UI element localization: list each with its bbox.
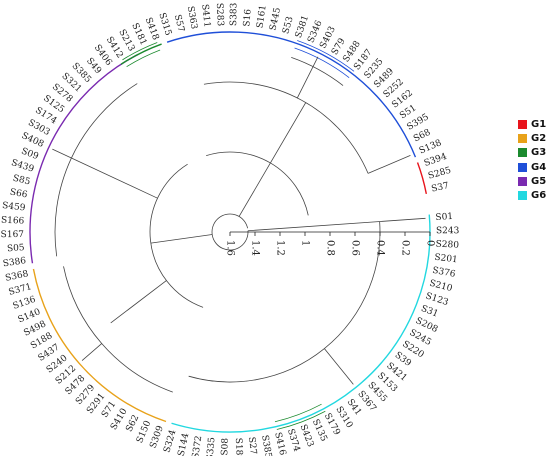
- tip-label: S335: [206, 437, 218, 456]
- tip-label: S01: [435, 212, 453, 223]
- tip-label: S243: [436, 226, 460, 236]
- clade-arc: [32, 268, 167, 423]
- tip-label: S459: [2, 201, 27, 214]
- legend-label: G4: [531, 161, 547, 173]
- branch-line: [367, 155, 411, 174]
- branch-line: [296, 66, 314, 99]
- tip-label: S324: [162, 429, 178, 454]
- tip-label: S166: [1, 216, 25, 227]
- axis-tick-label: 1: [300, 240, 311, 246]
- legend-label: G5: [531, 175, 547, 187]
- tip-label: S374: [285, 428, 301, 454]
- subclade-box: [122, 42, 161, 67]
- legend-swatch: [518, 176, 527, 186]
- group-legend: G1 G2 G3 G4 G5 G6: [518, 117, 546, 203]
- legend-label: G1: [531, 118, 547, 130]
- axis-tick-label: 0.2: [400, 240, 411, 256]
- tip-label: S37: [431, 181, 451, 195]
- tip-label: S411: [199, 4, 212, 28]
- legend-item-g1: G1: [518, 117, 546, 131]
- clade-arc: [120, 43, 162, 65]
- tip-label: S201: [434, 253, 458, 266]
- tip-label: S16: [242, 8, 253, 27]
- branch-arc: [188, 221, 381, 383]
- branch-line: [270, 102, 307, 164]
- legend-label: G6: [531, 190, 547, 202]
- tip-label: S376: [431, 266, 456, 280]
- tip-label: S285: [427, 166, 452, 182]
- clade-arc: [166, 31, 417, 158]
- tip-label: S167: [1, 230, 25, 240]
- legend-label: G2: [531, 132, 547, 144]
- legend-item-g6: G6: [518, 188, 546, 202]
- tip-label: S372: [191, 435, 204, 456]
- clade-arcs: [29, 31, 431, 433]
- tip-label: S363: [185, 5, 199, 30]
- tip-label: S383: [229, 2, 239, 26]
- tip-label: S283: [214, 3, 225, 27]
- branch-line: [81, 343, 102, 361]
- tip-label: S53: [281, 15, 295, 35]
- legend-item-g5: G5: [518, 174, 546, 188]
- axis-tick-label: 1.6: [225, 240, 236, 256]
- legend-label: G3: [531, 147, 547, 159]
- tip-label: S439: [10, 158, 36, 175]
- tip-label: S416: [272, 431, 287, 456]
- axis-tick-label: 1.2: [275, 240, 286, 256]
- branch-line: [52, 148, 72, 159]
- tip-label: S27: [246, 436, 258, 455]
- branch-arc: [291, 57, 344, 86]
- tip-label: S05: [7, 243, 26, 254]
- legend-item-g3: G3: [518, 146, 546, 160]
- tip-label: S144: [177, 432, 192, 456]
- tip-label: S385: [259, 434, 273, 456]
- tip-label: S161: [255, 4, 268, 29]
- tip-labels: S01S243S280S201S376S210S123S31S208S245S2…: [1, 2, 460, 456]
- tip-label: S08: [220, 438, 230, 456]
- axis-tick-label: 0.8: [325, 240, 336, 256]
- tip-label: S66: [9, 187, 28, 200]
- tip-label: S210: [428, 279, 453, 295]
- branch-line: [110, 280, 167, 324]
- legend-item-g4: G4: [518, 160, 546, 174]
- branch-arc: [203, 81, 369, 174]
- legend-swatch: [518, 133, 527, 143]
- subclade-box: [274, 403, 326, 430]
- branch-line: [247, 217, 426, 232]
- tip-label: S57: [172, 14, 186, 34]
- axis-tick-label: 0.6: [350, 240, 361, 256]
- axis-tick-label: 0.4: [375, 240, 386, 256]
- tree-branches: [52, 56, 426, 393]
- tip-label: S09: [20, 146, 40, 162]
- scale-axis: 0 0.2 0.4 0.6 0.8 1 1.2 1.4 1.6: [225, 231, 436, 256]
- branch-line: [71, 157, 158, 199]
- tip-label: S368: [4, 269, 29, 284]
- branch-arc: [206, 151, 309, 216]
- tip-label: S280: [435, 239, 459, 250]
- legend-swatch: [518, 162, 527, 172]
- axis-tick-label: 1.4: [250, 240, 261, 256]
- branch-arc: [149, 163, 204, 308]
- legend-swatch: [518, 119, 527, 129]
- tip-label: S445: [268, 6, 283, 31]
- tip-label: S85: [12, 174, 32, 188]
- subclade-box: [294, 40, 355, 78]
- tip-label: S386: [2, 256, 27, 269]
- legend-swatch: [518, 148, 527, 158]
- clade-arc: [416, 162, 428, 194]
- branch-line: [312, 56, 319, 67]
- axis-tick-label: 0: [425, 240, 436, 246]
- branch-arc: [63, 266, 173, 393]
- branch-line: [324, 348, 354, 385]
- clade-arc: [171, 214, 431, 433]
- tip-label: S189: [233, 438, 244, 456]
- branch-line: [150, 234, 213, 244]
- branch-arc: [211, 213, 249, 251]
- branch-line: [238, 162, 271, 217]
- legend-swatch: [518, 191, 527, 201]
- clade-arc: [29, 53, 139, 264]
- legend-item-g2: G2: [518, 131, 546, 145]
